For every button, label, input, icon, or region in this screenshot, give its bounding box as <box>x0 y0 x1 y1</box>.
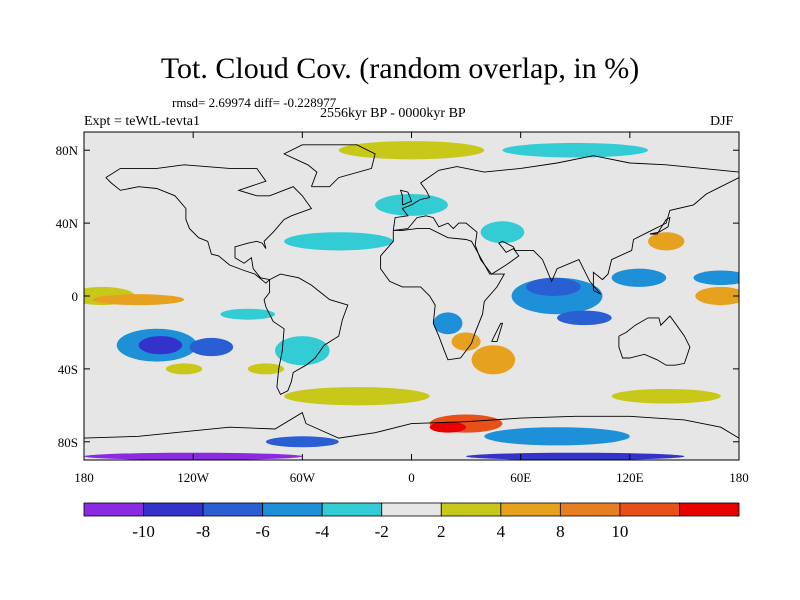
x-tick-label: 120W <box>177 470 210 485</box>
colorbar-label: -2 <box>375 522 389 541</box>
x-tick-label: 120E <box>616 470 644 485</box>
anomaly-patch <box>466 452 685 460</box>
anomaly-patch <box>429 421 467 433</box>
anomaly-patch <box>526 277 581 296</box>
coastline <box>380 228 506 361</box>
x-tick-label: 0 <box>408 470 415 485</box>
anomaly-patch <box>138 336 183 355</box>
x-tick-label: 180 <box>729 470 749 485</box>
colorbar-label: -4 <box>315 522 330 541</box>
colorbar-swatch <box>262 502 323 517</box>
colorbar-swatch <box>679 502 740 517</box>
y-tick-label: 80N <box>56 143 79 158</box>
anomaly-patch <box>693 270 739 286</box>
anomaly-patch <box>165 363 203 375</box>
coastline <box>263 273 349 396</box>
colorbar-swatch <box>83 502 144 517</box>
anomaly-patch <box>611 388 721 404</box>
colorbar-label: -6 <box>256 522 270 541</box>
anomaly-patch <box>284 387 430 406</box>
coastline <box>399 189 413 206</box>
colorbar-label: 2 <box>437 522 446 541</box>
season-label: DJF <box>710 114 734 129</box>
anomaly-layer <box>84 141 739 460</box>
anomaly-patch <box>111 399 203 411</box>
anomaly-patch <box>247 363 285 375</box>
anomaly-patch <box>557 310 612 326</box>
anomaly-patch <box>484 177 558 196</box>
coastline <box>491 322 504 343</box>
x-tick-label: 180 <box>74 470 94 485</box>
coastline <box>392 155 739 295</box>
coastline <box>105 164 313 284</box>
anomaly-patch <box>265 141 339 160</box>
y-tick-label: 40N <box>56 216 79 231</box>
colorbar-swatch <box>440 502 502 517</box>
colorbar-swatch <box>500 502 561 517</box>
anomaly-patch <box>84 421 230 444</box>
period-label: 2556kyr BP - 0000kyr BP <box>320 106 466 121</box>
anomaly-patch <box>327 325 357 340</box>
anomaly-patch <box>611 268 667 287</box>
colorbar-label: -8 <box>196 522 210 541</box>
stats-line: rmsd= 2.69974 diff= -0.228977 <box>172 95 337 110</box>
x-tick-label: 60E <box>510 470 531 485</box>
coastline-layer <box>84 144 739 439</box>
anomaly-patch <box>502 142 649 158</box>
anomaly-patch <box>93 294 185 306</box>
y-tick-label: 40S <box>58 362 78 377</box>
anomaly-patch <box>451 332 481 351</box>
axis-ticks: 180 120W 60W 0 60E 120E 180 80N 40N 0 40S 80S <box>56 132 749 485</box>
colorbar-label: 8 <box>556 522 565 541</box>
anomaly-patch <box>471 345 516 375</box>
anomaly-patch <box>593 212 667 235</box>
anomaly-patch <box>275 336 330 366</box>
anomaly-patch <box>695 286 739 306</box>
coastline <box>84 411 739 439</box>
x-tick-label: 60W <box>290 470 316 485</box>
colorbar-swatch <box>619 502 680 517</box>
anomaly-patch <box>480 221 525 244</box>
colorbar-swatch <box>559 502 621 517</box>
map-background <box>84 132 739 460</box>
colorbar-label: 10 <box>611 522 628 541</box>
colorbar-swatch <box>381 502 442 517</box>
colorbar-swatch <box>202 502 264 517</box>
coastline <box>649 216 671 235</box>
experiment-label: Expt = teWtL-tevta1 <box>84 114 200 129</box>
anomaly-patch <box>648 232 685 251</box>
colorbar-swatch <box>321 502 383 517</box>
y-tick-label: 80S <box>58 435 78 450</box>
anomaly-patch <box>338 141 485 160</box>
coastline <box>618 315 691 366</box>
colorbar: -10 -8 -6 -4 -2 2 4 8 10 <box>83 502 740 541</box>
anomaly-patch <box>433 312 463 335</box>
colorbar-swatch <box>143 502 204 517</box>
page-title: Tot. Cloud Cov. (random overlap, in %) <box>160 52 640 85</box>
anomaly-patch <box>265 436 339 448</box>
y-tick-label: 0 <box>72 289 79 304</box>
colorbar-label: -10 <box>132 522 155 541</box>
anomaly-patch <box>484 427 630 446</box>
anomaly-patch <box>220 308 276 320</box>
coastline <box>283 144 376 188</box>
anomaly-patch <box>284 232 394 251</box>
anomaly-patch <box>189 337 234 357</box>
anomaly-patch <box>147 188 239 204</box>
anomaly-patch <box>93 252 148 267</box>
colorbar-label: 4 <box>497 522 506 541</box>
